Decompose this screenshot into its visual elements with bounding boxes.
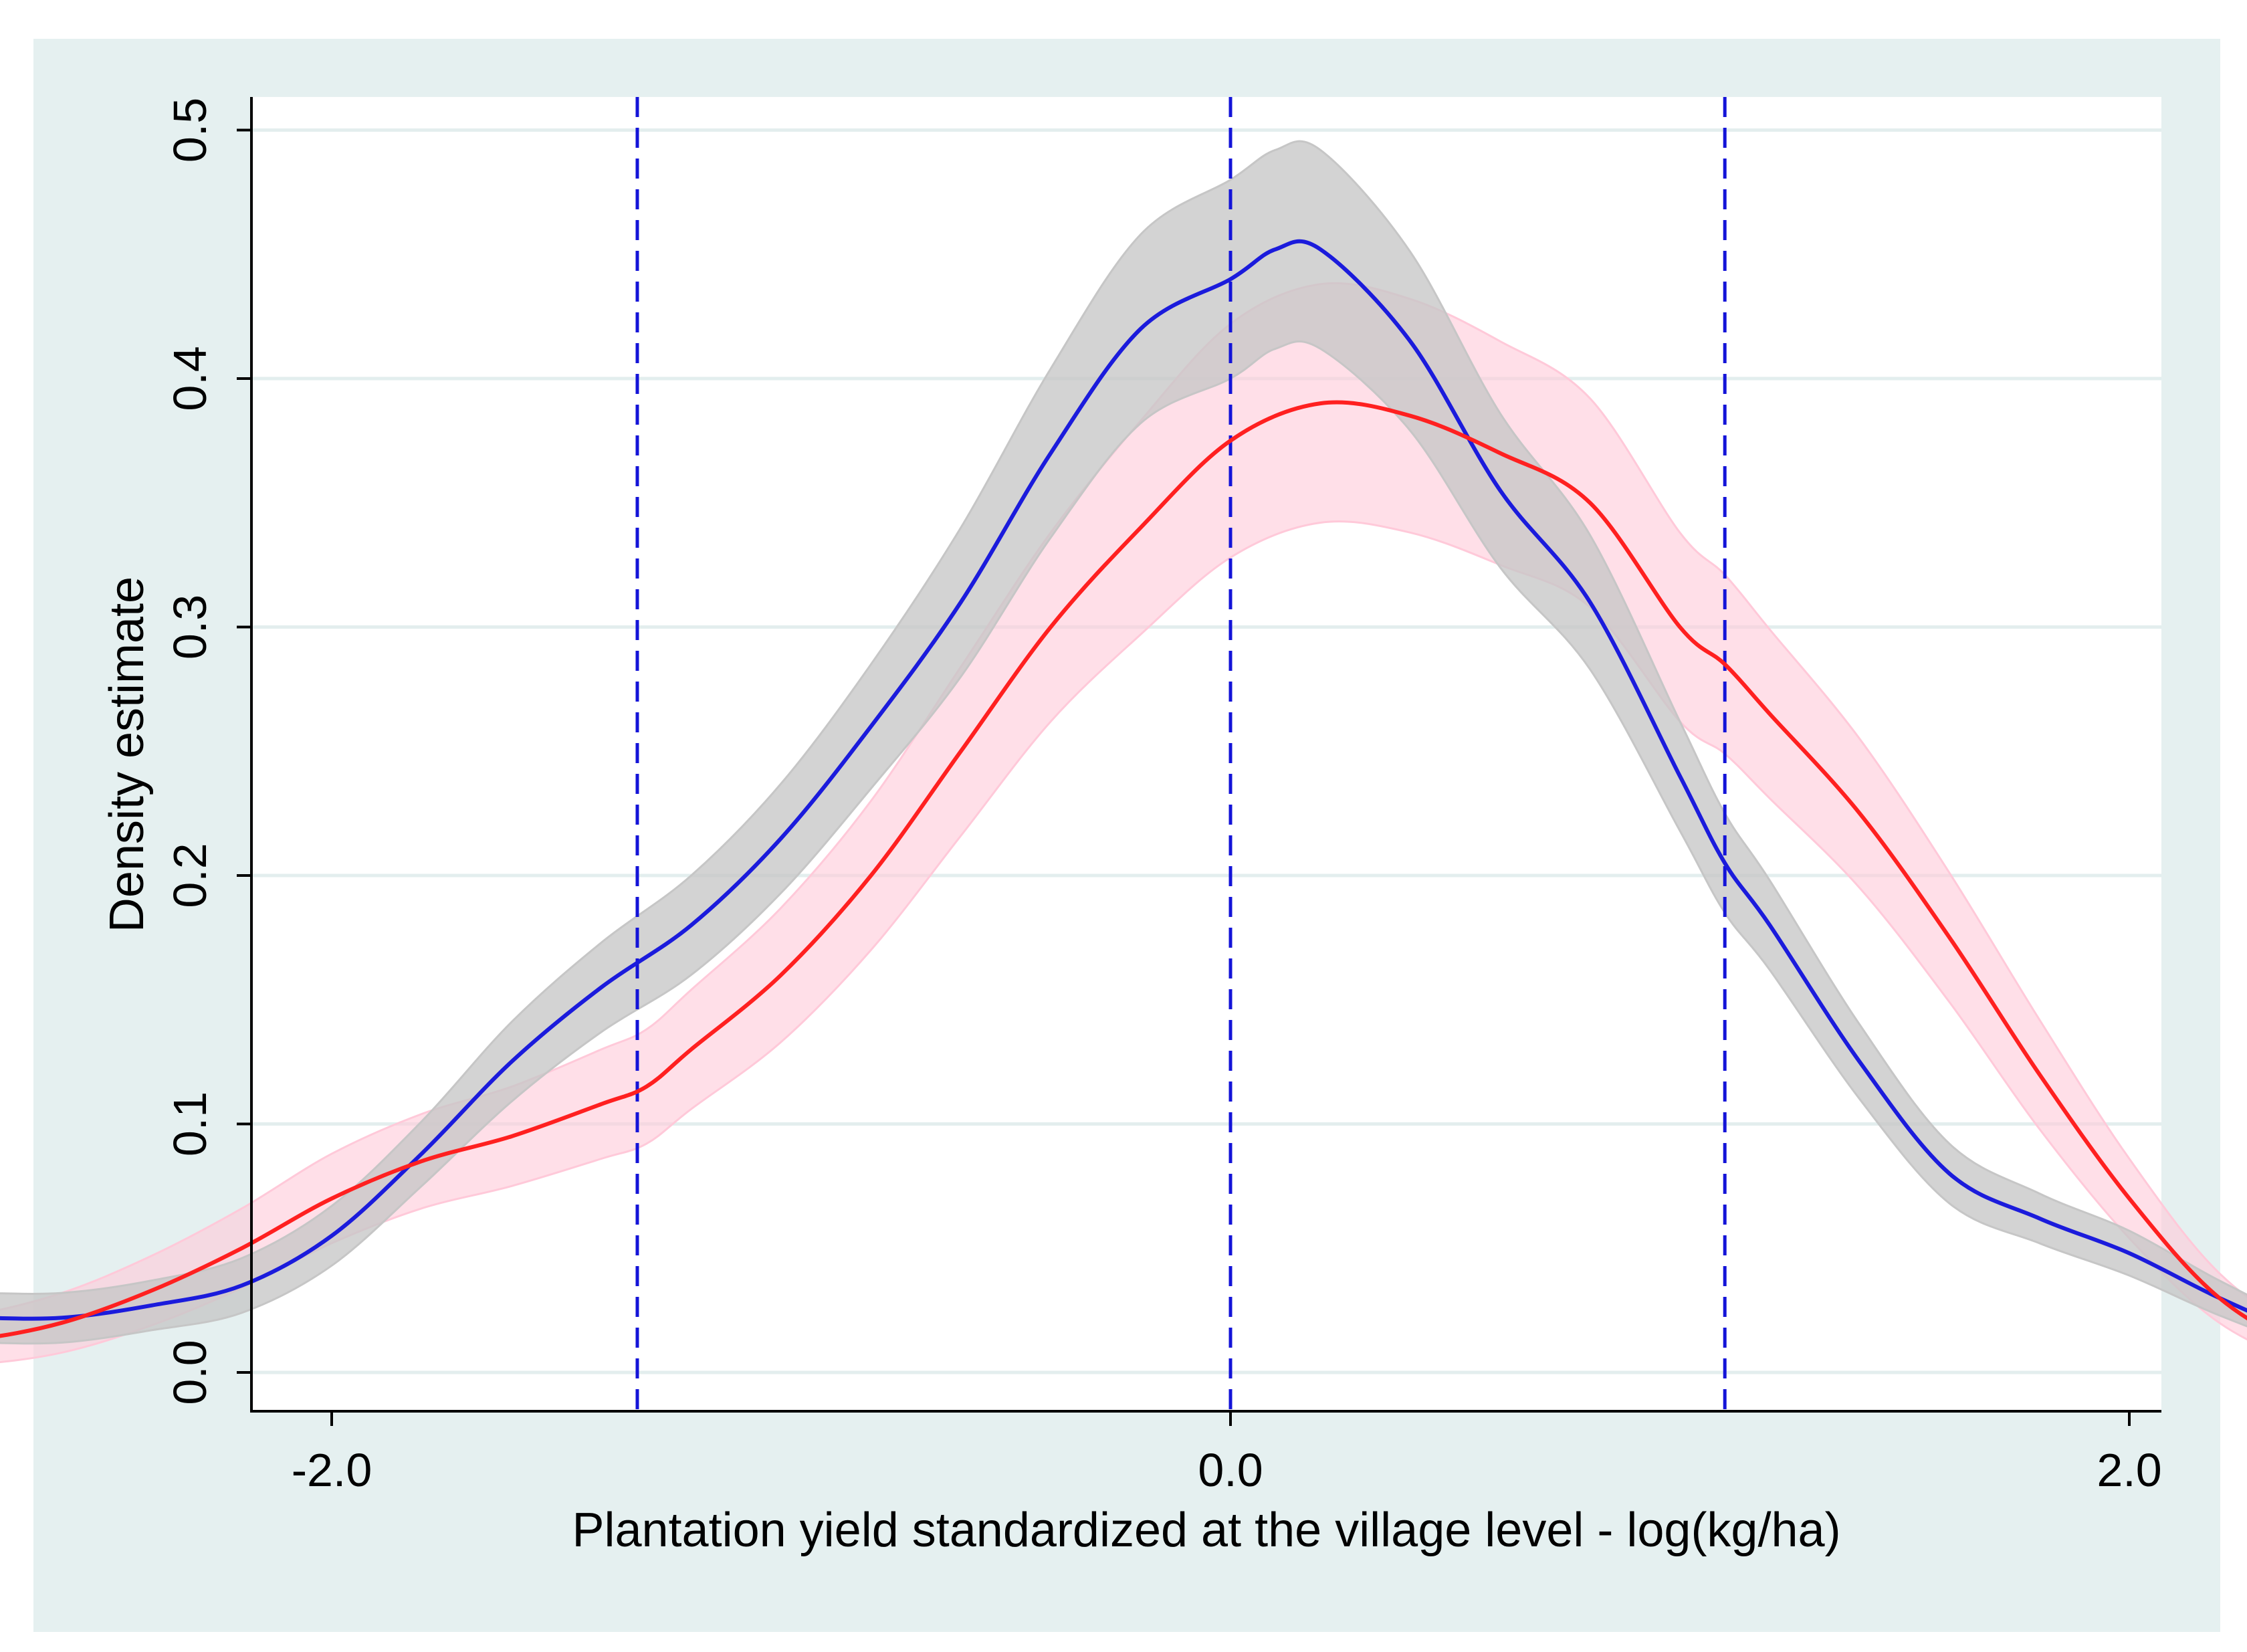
y-tick-label-1: 0.1 xyxy=(164,1092,216,1156)
confidence-bands xyxy=(0,140,2247,1364)
axes xyxy=(250,97,2161,1413)
axis-ticks: -4.0-2.00.02.04.00.00.10.20.30.40.5 xyxy=(164,98,2162,1496)
y-tick-label-2: 0.2 xyxy=(164,843,216,908)
y-tick-label-3: 0.3 xyxy=(164,595,216,659)
band-blue xyxy=(0,140,2247,1345)
y-tick-label-5: 0.5 xyxy=(164,98,216,163)
density-lines xyxy=(0,239,2247,1338)
x-axis-title: Plantation yield standardized at the vil… xyxy=(572,1504,1840,1557)
line-blue xyxy=(0,239,2247,1321)
y-axis-title: Density estimate xyxy=(100,577,154,932)
line-red xyxy=(0,400,2247,1338)
gridlines xyxy=(251,128,2161,1374)
y-tick-label-4: 0.4 xyxy=(164,346,216,411)
band-red xyxy=(0,282,2247,1364)
x-tick-label-1: -2.0 xyxy=(292,1444,372,1496)
x-tick-label-3: 2.0 xyxy=(2097,1444,2161,1496)
reference-vlines xyxy=(635,97,1727,1411)
x-tick-label-2: 0.0 xyxy=(1198,1444,1263,1496)
y-tick-label-0: 0.0 xyxy=(164,1340,216,1405)
